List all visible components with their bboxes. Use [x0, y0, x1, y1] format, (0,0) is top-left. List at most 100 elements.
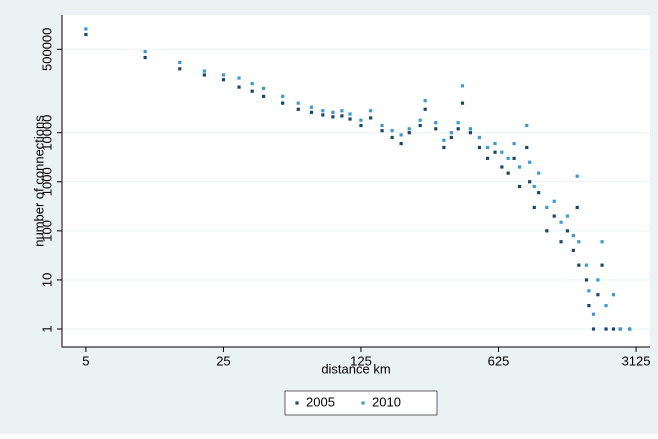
point — [537, 191, 541, 195]
point — [380, 129, 384, 133]
legend-box — [284, 390, 438, 416]
point — [532, 184, 536, 189]
point — [261, 94, 266, 98]
point — [477, 145, 482, 150]
y-tick-label: 1 — [39, 325, 54, 332]
point — [559, 240, 563, 244]
point — [442, 138, 446, 142]
point — [221, 78, 226, 82]
x-axis-label: distance km — [321, 361, 390, 376]
point — [407, 131, 411, 135]
point — [296, 107, 300, 111]
point — [359, 118, 363, 122]
point — [500, 150, 504, 154]
point — [418, 123, 422, 128]
point — [449, 135, 453, 140]
y-tick-label: 10 — [39, 273, 54, 287]
point — [399, 133, 403, 137]
point — [587, 303, 591, 308]
point — [321, 109, 325, 113]
point — [565, 214, 570, 218]
point — [261, 86, 266, 90]
y-tick-label: 500000 — [39, 28, 54, 71]
point — [559, 220, 563, 224]
point — [525, 145, 529, 150]
point — [604, 303, 608, 308]
point — [571, 248, 575, 252]
point — [587, 289, 591, 293]
point — [250, 82, 254, 86]
point — [418, 118, 422, 122]
plot-area — [62, 15, 650, 347]
point — [517, 165, 522, 169]
point — [178, 67, 182, 71]
point — [237, 85, 241, 89]
point — [584, 263, 589, 267]
point — [493, 141, 497, 146]
point — [143, 55, 147, 60]
point — [281, 94, 285, 98]
point — [512, 156, 516, 160]
point — [423, 107, 427, 111]
point — [528, 160, 532, 164]
point — [178, 60, 182, 65]
point — [390, 129, 394, 133]
x-tick-label: 3125 — [622, 353, 651, 368]
y-tick-label: 10000 — [39, 115, 54, 151]
point — [577, 263, 581, 267]
point — [477, 135, 482, 140]
point — [309, 105, 314, 109]
point — [442, 145, 446, 150]
point — [434, 127, 438, 131]
point — [250, 89, 254, 93]
x-tick-label: 125 — [350, 353, 372, 368]
point — [84, 32, 88, 37]
point — [340, 114, 344, 118]
point — [369, 116, 373, 120]
point — [369, 109, 373, 113]
point — [390, 135, 394, 140]
point — [552, 199, 556, 203]
point — [456, 121, 460, 125]
point — [221, 73, 226, 77]
point — [532, 205, 536, 210]
point — [600, 240, 604, 244]
point — [340, 109, 344, 113]
point — [143, 49, 147, 54]
point — [596, 293, 600, 297]
point — [611, 293, 616, 297]
point — [577, 240, 581, 244]
point — [575, 205, 579, 210]
point — [84, 27, 88, 31]
point — [460, 101, 465, 105]
point — [359, 123, 363, 128]
point — [321, 113, 325, 117]
point — [537, 171, 541, 175]
point — [500, 165, 504, 169]
y-tick-label: 1000 — [39, 167, 54, 196]
point — [493, 150, 497, 154]
x-tick-label: 625 — [488, 353, 510, 368]
legend-label: 2010 — [372, 394, 401, 409]
point — [202, 73, 206, 77]
point — [348, 112, 352, 116]
point — [545, 205, 549, 210]
point — [434, 121, 438, 125]
point — [565, 229, 570, 233]
point — [571, 234, 575, 238]
point — [331, 115, 335, 119]
point — [331, 110, 335, 114]
point — [281, 101, 285, 105]
x-tick-label: 5 — [82, 353, 89, 368]
point — [604, 327, 608, 331]
y-axis-label: number of connections — [31, 115, 46, 247]
point — [309, 110, 314, 114]
point — [423, 99, 427, 103]
point — [506, 156, 510, 160]
point — [202, 69, 206, 73]
point — [485, 145, 490, 150]
x-tick-label: 25 — [216, 353, 230, 368]
point — [525, 123, 529, 128]
point — [628, 327, 632, 331]
